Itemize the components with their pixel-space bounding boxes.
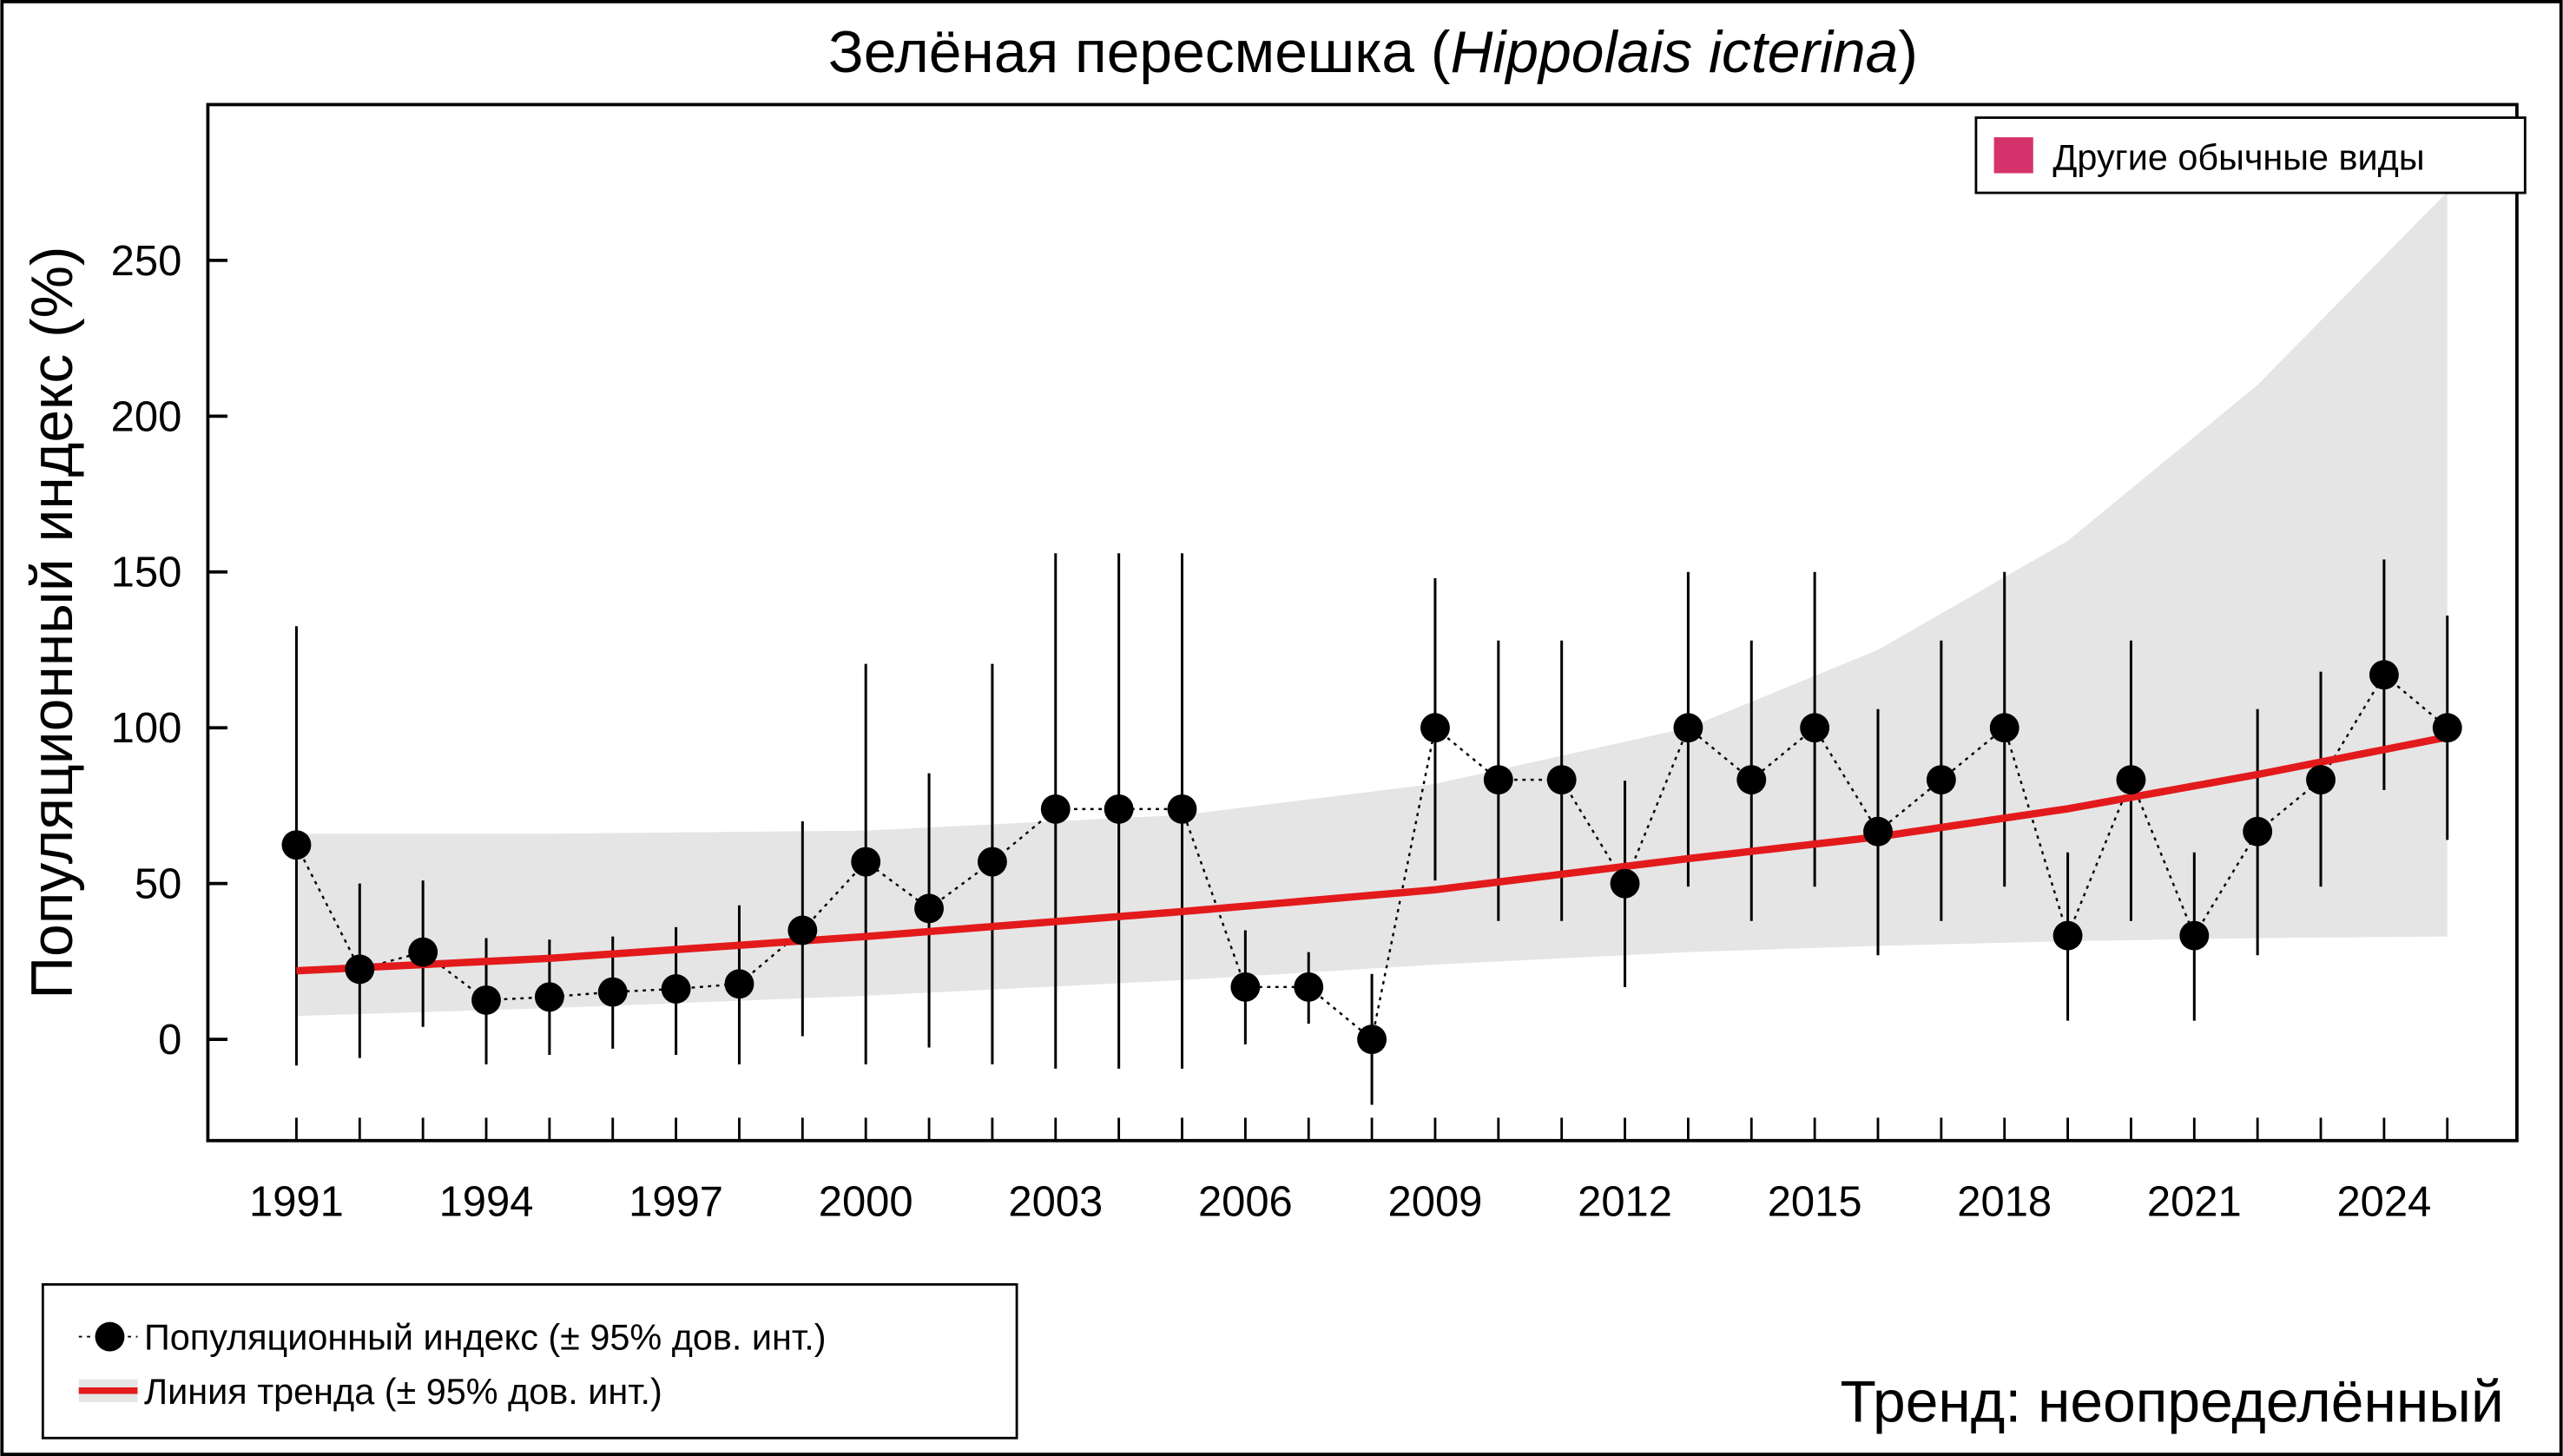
index-point bbox=[851, 847, 881, 877]
index-point bbox=[2369, 660, 2399, 690]
index-point bbox=[281, 830, 312, 860]
legend-top-right: Другие обычные виды bbox=[1974, 116, 2527, 194]
legend-box bbox=[1974, 116, 2527, 194]
y-tick-label: 50 bbox=[135, 861, 181, 908]
y-tick-label: 100 bbox=[111, 705, 182, 752]
index-point bbox=[1294, 972, 1324, 1002]
index-point bbox=[1167, 794, 1197, 824]
index-point bbox=[1673, 713, 1703, 743]
index-point bbox=[1926, 765, 1956, 795]
x-tick-label: 2006 bbox=[1198, 1178, 1293, 1225]
x-tick-label: 2000 bbox=[819, 1178, 913, 1225]
index-point bbox=[2116, 765, 2146, 795]
legend-label-index: Популяционный индекс (± 95% дов. инт.) bbox=[144, 1318, 827, 1358]
index-point bbox=[1989, 713, 2019, 743]
plot-area: 0 50 100 150 200 250 1991 1994 1997 2000 2003 2006 2… bbox=[111, 191, 2462, 1225]
x-tick-label: 1991 bbox=[249, 1178, 344, 1225]
index-point bbox=[597, 977, 628, 1007]
trend-line bbox=[296, 733, 2448, 975]
x-tick-label: 2015 bbox=[1768, 1178, 1862, 1225]
index-point bbox=[2306, 765, 2336, 795]
index-point bbox=[787, 915, 818, 945]
y-tick-label: 250 bbox=[111, 238, 182, 285]
x-tick-label: 2009 bbox=[1388, 1178, 1483, 1225]
x-tick-label: 2012 bbox=[1578, 1178, 1672, 1225]
y-tick-label: 150 bbox=[111, 550, 182, 596]
x-tick-label: 1994 bbox=[439, 1178, 534, 1225]
index-point bbox=[408, 937, 438, 967]
x-tick-label: 2018 bbox=[1957, 1178, 2052, 1225]
y-tick-label: 200 bbox=[111, 393, 182, 440]
index-point bbox=[1483, 765, 1513, 795]
index-point bbox=[1104, 794, 1134, 824]
index-point bbox=[1736, 765, 1767, 795]
index-point bbox=[2243, 816, 2273, 847]
y-tick-label: 0 bbox=[158, 1017, 181, 1064]
y-axis-label: Популяционный индекс (%) bbox=[20, 247, 85, 999]
trend-confidence-band bbox=[296, 191, 2448, 1017]
index-point bbox=[471, 985, 501, 1015]
index-point bbox=[1800, 713, 1830, 743]
index-point bbox=[1230, 972, 1261, 1002]
legend-swatch-other-species bbox=[1993, 137, 2033, 174]
legend-bottom-left: Популяционный индекс (± 95% дов. инт.) Л… bbox=[41, 1282, 1018, 1440]
index-point bbox=[1546, 765, 1577, 795]
index-point bbox=[977, 847, 1007, 877]
x-tick-label: 2003 bbox=[1008, 1178, 1103, 1225]
legend-index-marker bbox=[95, 1321, 125, 1352]
index-point bbox=[1040, 794, 1071, 824]
index-point bbox=[2432, 713, 2462, 743]
index-point bbox=[1610, 868, 1640, 899]
chart-title: Зелёная пересмешка (Hippolais icterina) bbox=[828, 20, 1918, 85]
plot-frame bbox=[206, 102, 2519, 1143]
index-point bbox=[724, 969, 754, 999]
x-tick-label: 1997 bbox=[629, 1178, 723, 1225]
index-point bbox=[2052, 920, 2083, 951]
index-point bbox=[534, 982, 564, 1012]
legend-label-trend: Линия тренда (± 95% дов. инт.) bbox=[144, 1372, 662, 1412]
index-point bbox=[345, 954, 375, 985]
index-point bbox=[1420, 713, 1450, 743]
x-tick-label: 2021 bbox=[2147, 1178, 2242, 1225]
index-point bbox=[1863, 816, 1893, 847]
trend-annotation: Тренд: неопределённый bbox=[1840, 1369, 2503, 1434]
x-tick-label: 2024 bbox=[2336, 1178, 2431, 1225]
index-point bbox=[661, 974, 691, 1004]
index-point bbox=[2179, 920, 2210, 951]
index-point bbox=[1357, 1024, 1387, 1055]
legend-box bbox=[41, 1282, 1018, 1440]
legend-label-other-species: Другие обычные виды bbox=[2052, 138, 2424, 178]
index-point bbox=[914, 893, 944, 924]
